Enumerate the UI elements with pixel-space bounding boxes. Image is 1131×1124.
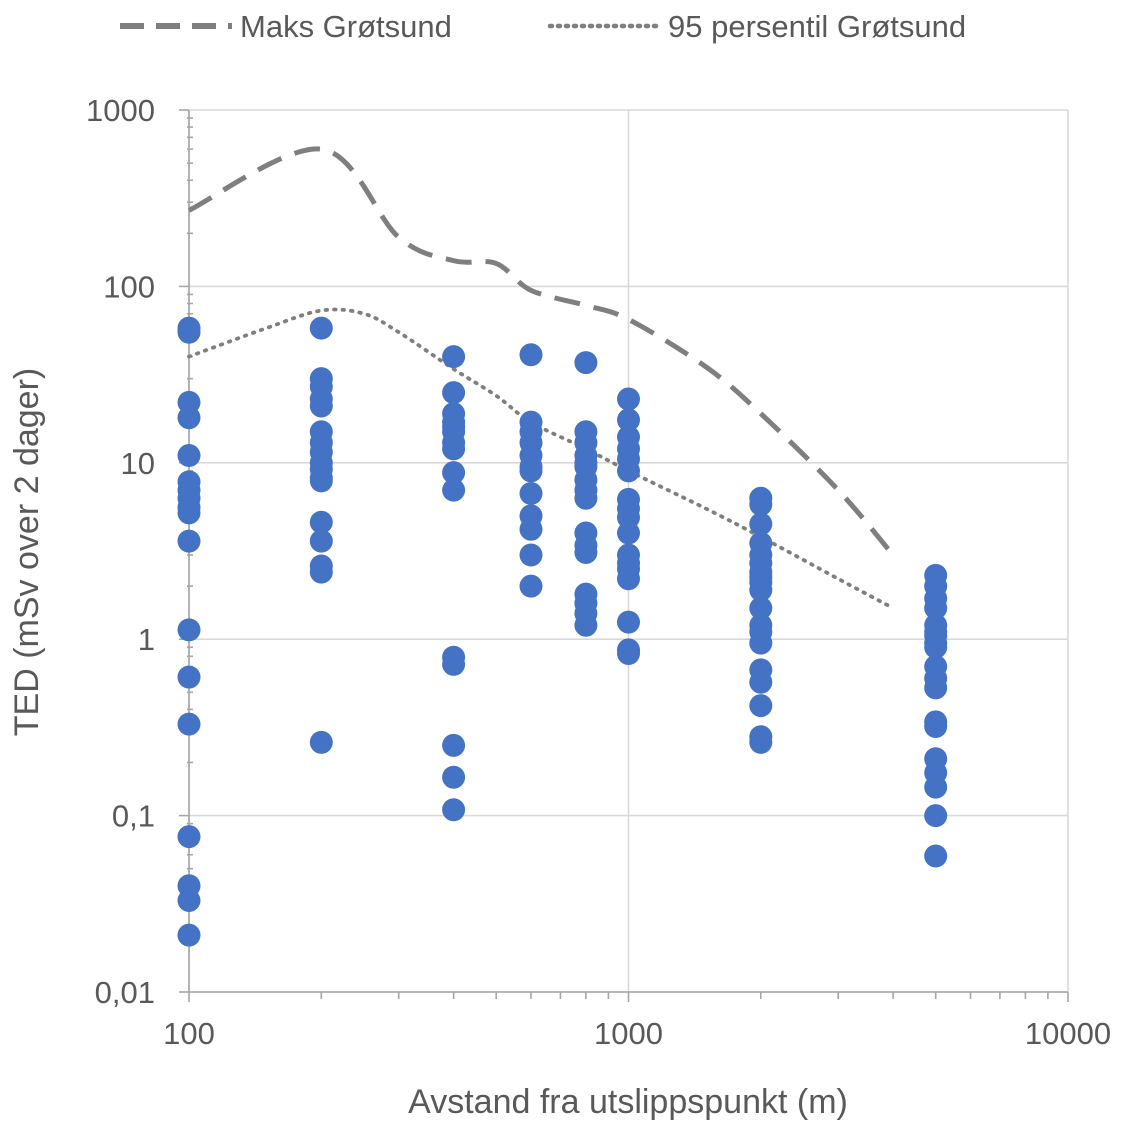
- data-point: [617, 610, 640, 634]
- data-point: [309, 394, 333, 418]
- y-tick-label: 0,1: [112, 799, 155, 834]
- data-point: [924, 844, 948, 868]
- data-point: [442, 478, 466, 502]
- data-point: [177, 618, 201, 642]
- data-point: [309, 730, 333, 754]
- data-point: [442, 437, 466, 461]
- data-point: [442, 765, 466, 789]
- data-point: [442, 461, 466, 485]
- y-tick-labels: 0,01 0,1 1 10 100 1000: [86, 93, 155, 1010]
- x-tick-label: 10000: [1025, 1016, 1111, 1051]
- y-tick-label: 0,01: [95, 975, 155, 1010]
- data-point: [749, 670, 773, 694]
- legend: Maks Grøtsund 95 persentil Grøtsund: [120, 9, 966, 44]
- data-point: [442, 652, 466, 676]
- y-axis-title: TED (mSv over 2 dager): [8, 368, 46, 736]
- data-point: [617, 641, 640, 665]
- x-tick-label: 100: [163, 1016, 215, 1051]
- data-point: [177, 501, 201, 525]
- data-point: [574, 486, 598, 510]
- series-lines: [187, 146, 896, 611]
- x-axis-title: Avstand fra utslippspunkt (m): [408, 1083, 848, 1121]
- data-point: [519, 574, 543, 598]
- data-point: [442, 798, 466, 822]
- data-point: [177, 825, 201, 849]
- data-point: [924, 804, 948, 828]
- data-point: [177, 712, 201, 736]
- data-point: [749, 565, 773, 589]
- data-point: [519, 459, 543, 483]
- data-point: [924, 596, 948, 620]
- data-point: [309, 316, 333, 340]
- data-point: [177, 889, 201, 913]
- y-tick-label: 1: [138, 622, 155, 657]
- data-point: [574, 613, 598, 637]
- data-point: [177, 665, 201, 689]
- data-point: [177, 320, 201, 344]
- data-point: [442, 381, 466, 405]
- data-point: [574, 541, 598, 565]
- data-point: [617, 459, 640, 483]
- data-point: [749, 596, 773, 620]
- data-point: [177, 443, 201, 467]
- data-point: [924, 676, 948, 700]
- data-point: [442, 345, 466, 369]
- data-point: [574, 451, 598, 475]
- data-point: [177, 529, 201, 553]
- data-point: [924, 623, 948, 647]
- data-point: [309, 529, 333, 553]
- data-point: [519, 517, 543, 541]
- data-point: [442, 733, 466, 757]
- data-point: [519, 343, 543, 367]
- y-tick-label: 1000: [86, 93, 155, 128]
- legend-label-persentil: 95 persentil Grøtsund: [668, 9, 966, 44]
- y-tick-label: 10: [121, 446, 155, 481]
- data-point: [309, 510, 333, 534]
- y-tick-label: 100: [103, 269, 155, 304]
- data-point: [309, 560, 333, 584]
- data-point: [617, 521, 640, 545]
- data-points: [177, 316, 948, 947]
- data-point: [617, 408, 640, 432]
- data-point: [749, 694, 773, 718]
- data-point: [749, 512, 773, 536]
- data-point: [177, 406, 201, 430]
- data-point: [924, 714, 948, 738]
- data-point: [574, 351, 598, 375]
- x-tick-label: 1000: [594, 1016, 663, 1051]
- data-point: [924, 775, 948, 799]
- data-point: [617, 567, 640, 591]
- data-point: [749, 631, 773, 655]
- data-point: [749, 730, 773, 754]
- x-tick-labels: 100 1000 10000: [163, 1016, 1111, 1051]
- data-point: [519, 543, 543, 567]
- data-point: [442, 415, 466, 439]
- data-point: [177, 923, 201, 947]
- data-point: [309, 469, 333, 493]
- legend-label-maks: Maks Grøtsund: [240, 9, 452, 44]
- data-point: [749, 493, 773, 517]
- data-point: [617, 387, 640, 411]
- data-point: [519, 481, 543, 505]
